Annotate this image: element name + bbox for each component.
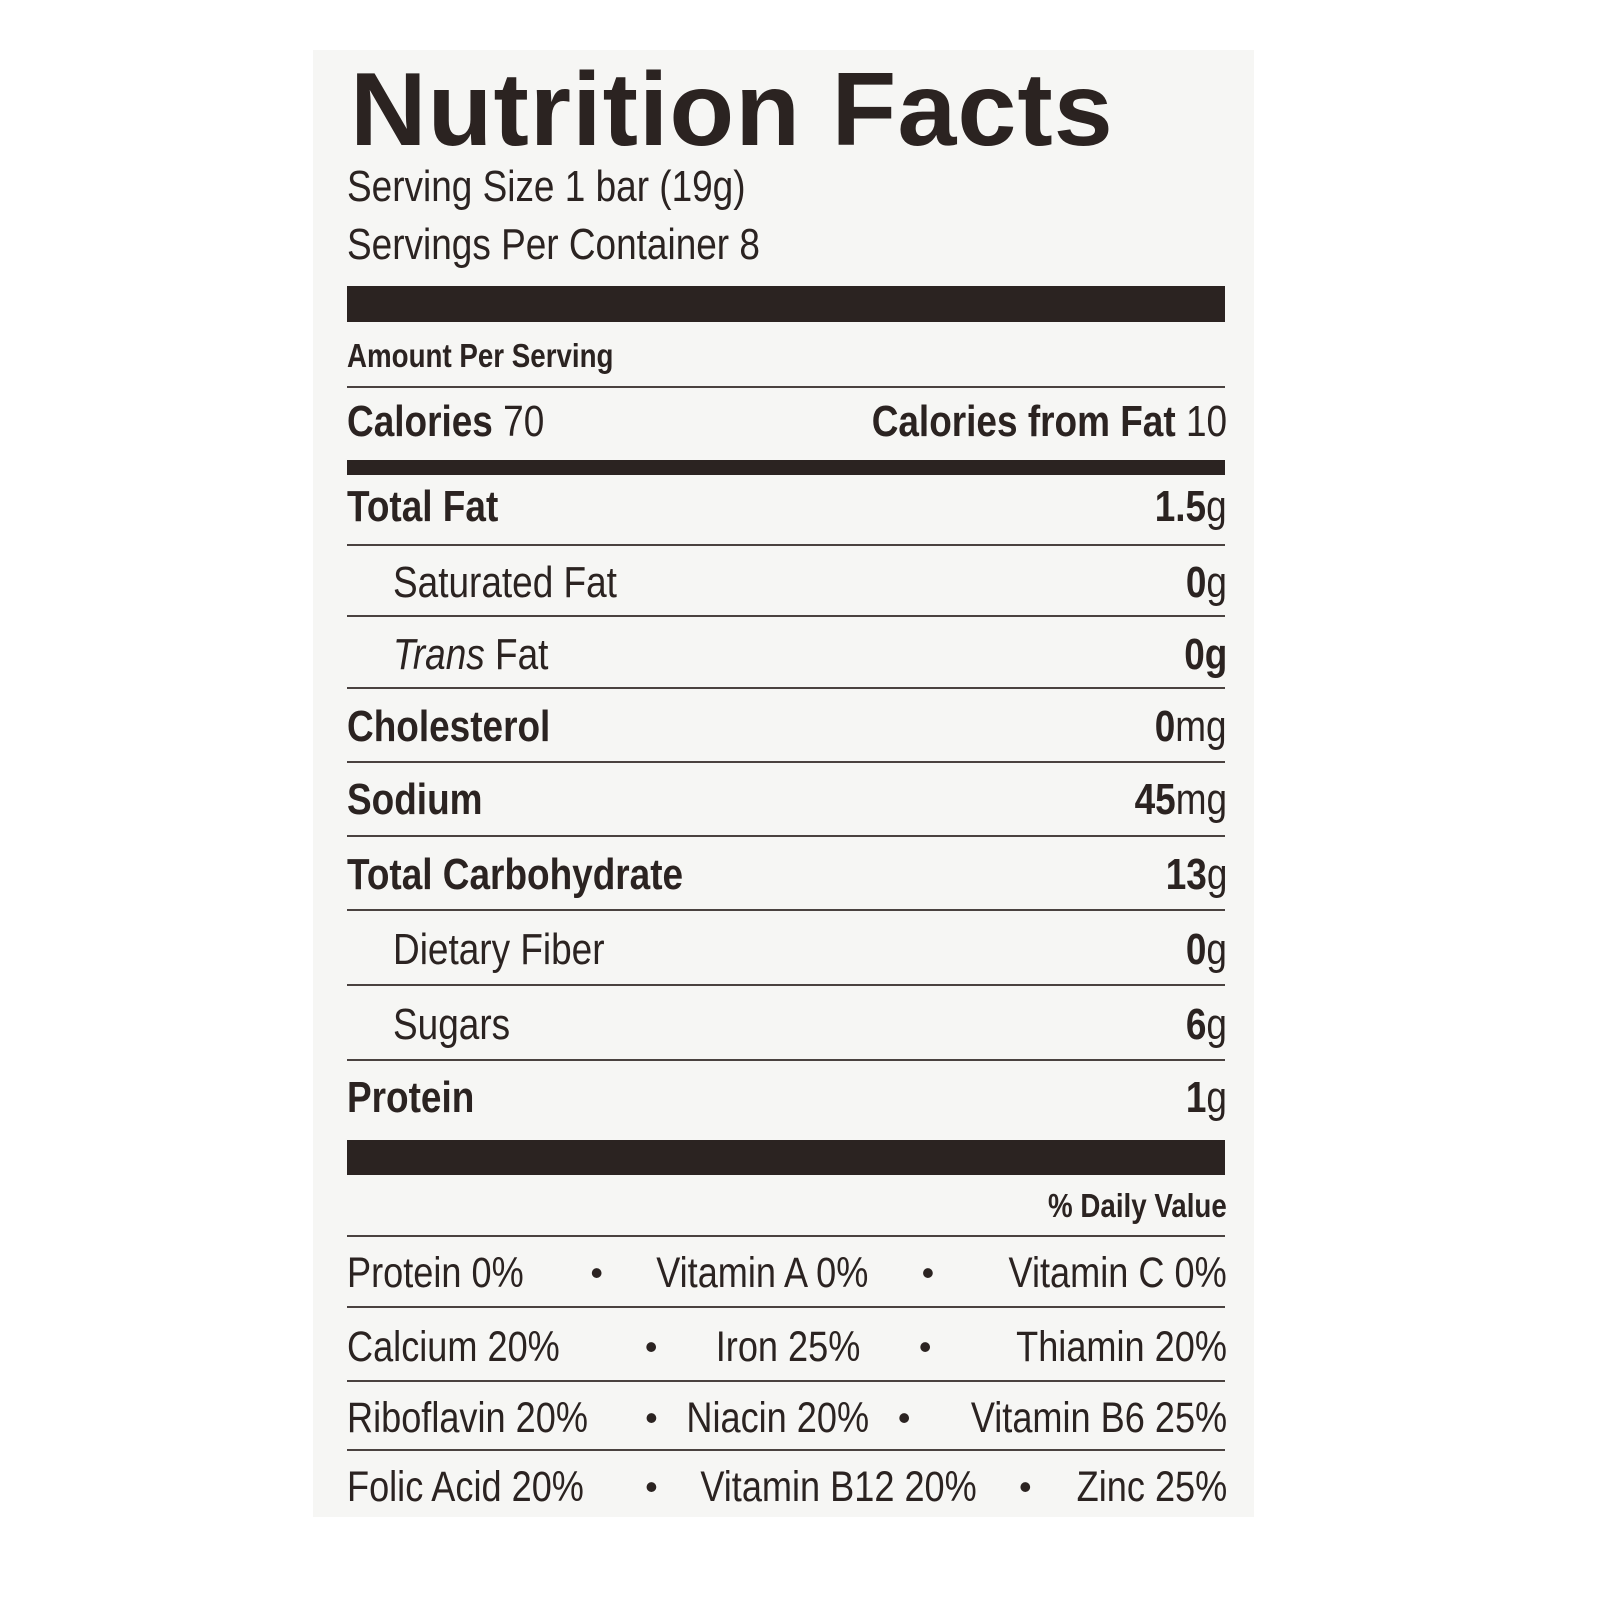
medium-divider bbox=[347, 460, 1225, 475]
vitamin-row: Protein 0% • Vitamin A 0% • Vitamin C 0% bbox=[347, 1248, 1227, 1297]
calories-value: 70 bbox=[503, 397, 545, 446]
vitamin-row: Riboflavin 20% • Niacin 20% • Vitamin B6 25% bbox=[347, 1393, 1227, 1442]
divider bbox=[347, 615, 1225, 617]
calories-from-fat-label: Calories from Fat bbox=[871, 397, 1176, 446]
nutrient-row-total-carbohydrate: Total Carbohydrate 13g bbox=[347, 850, 1227, 899]
divider bbox=[347, 544, 1225, 546]
nutrient-row-protein: Protein 1g bbox=[347, 1073, 1227, 1122]
divider bbox=[347, 687, 1225, 689]
label-title: Nutrition Facts bbox=[350, 52, 1114, 168]
thick-divider bbox=[347, 286, 1225, 322]
nutrient-row-dietary-fiber: Dietary Fiber 0g bbox=[393, 925, 1227, 974]
divider bbox=[347, 909, 1225, 911]
vitamin-row: Folic Acid 20% • Vitamin B12 20% • Zinc 25% bbox=[347, 1462, 1227, 1511]
nutrient-row-trans-fat: Trans Fat 0g bbox=[393, 630, 1227, 679]
divider bbox=[347, 835, 1225, 837]
vitamin-row: Calcium 20% • Iron 25% • Thiamin 20% bbox=[347, 1322, 1227, 1371]
calories-label: Calories bbox=[347, 397, 493, 446]
divider bbox=[347, 984, 1225, 986]
serving-size: Serving Size 1 bar (19g) bbox=[347, 162, 746, 211]
calories-row: Calories 70 Calories from Fat 10 bbox=[347, 394, 1227, 450]
nutrient-row-sugars: Sugars 6g bbox=[393, 1000, 1227, 1049]
daily-value-header: % Daily Value bbox=[1048, 1187, 1227, 1224]
amount-per-serving: Amount Per Serving bbox=[347, 337, 614, 374]
divider bbox=[347, 761, 1225, 763]
divider bbox=[347, 1059, 1225, 1061]
nutrient-row-sodium: Sodium 45mg bbox=[347, 775, 1227, 824]
servings-per-container: Servings Per Container 8 bbox=[347, 220, 760, 269]
divider bbox=[347, 1235, 1225, 1237]
nutrient-row-cholesterol: Cholesterol 0mg bbox=[347, 702, 1227, 751]
calories-from-fat-value: 10 bbox=[1185, 397, 1227, 446]
nutrient-row-total-fat: Total Fat 1.5g bbox=[347, 482, 1227, 531]
divider bbox=[347, 1380, 1225, 1382]
divider bbox=[347, 1449, 1225, 1451]
divider bbox=[347, 1306, 1225, 1308]
nutrient-row-saturated-fat: Saturated Fat 0g bbox=[393, 558, 1227, 607]
thick-divider bbox=[347, 1140, 1225, 1175]
divider bbox=[347, 386, 1225, 388]
